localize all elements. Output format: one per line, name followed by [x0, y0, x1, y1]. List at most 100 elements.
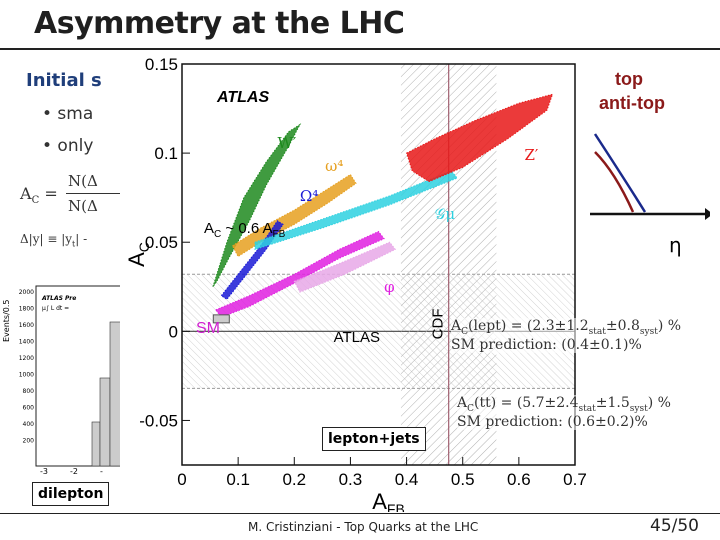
inset-xtick: -: [100, 467, 103, 476]
inset-yticks: 2000 1800 1600 1400 1200 1000 800 600 400 200: [19, 289, 34, 445]
inset-ytick: 1800: [19, 306, 34, 313]
title-rule: [0, 48, 720, 50]
model-gmu-region: [254, 170, 458, 251]
tt-tail: ) %: [647, 395, 671, 411]
inset-legend-line: μ∫ L dt =: [42, 305, 69, 312]
tt-prefix: A: [457, 395, 468, 411]
y-tick-label: -0.05: [139, 411, 178, 430]
ac-sub: C: [31, 195, 40, 207]
ac-formula: AC =: [20, 184, 58, 206]
y-tick-label: 0.05: [145, 233, 178, 252]
inset-ytick: 1200: [19, 355, 34, 362]
delta-def-tail: | -: [75, 232, 88, 246]
bullet-1: • sma: [42, 104, 94, 124]
inset-ytick: 200: [23, 438, 35, 445]
inset-ytick: 1400: [19, 339, 34, 346]
lept-prefix: A: [451, 318, 462, 334]
tt-mid: (tt) = (5.7±2.4: [474, 395, 579, 411]
frac-denominator: N(Δ: [68, 197, 98, 215]
cdf-label: CDF: [430, 309, 447, 340]
page-number: 45/50: [650, 516, 699, 536]
ac-vs-afb-plot: 0 0.1 0.2 0.3 0.4 0.5 0.6 0.7-0.0500.050.10.15 …: [120, 52, 590, 512]
delta-def-sub: t: [72, 239, 76, 249]
antitop-label: anti-top: [599, 93, 665, 113]
x-tick-label: 0.5: [451, 470, 475, 489]
footer-text: M. Cristinziani - Top Quarks at the LHC: [248, 520, 479, 534]
model-label-phi: φ: [384, 278, 395, 296]
eta-label: η: [669, 233, 682, 257]
x-tick-label: 0.1: [226, 470, 250, 489]
lept-sub: C: [461, 326, 469, 337]
lept-syst: syst: [639, 326, 658, 337]
inset-ytick: 1600: [19, 322, 34, 329]
inset-ytick: 2000: [19, 289, 34, 296]
lept-sm-prediction: SM prediction: (0.4±0.1)%: [451, 337, 642, 353]
tt-result: AC(tt) = (5.7±2.4stat±1.5syst) %: [457, 395, 671, 414]
inset-bar: [99, 377, 111, 467]
top-curve: [594, 151, 635, 213]
atlas-label: ATLAS: [334, 329, 380, 346]
model-z--region: [405, 93, 554, 183]
y-tick-label: 0.1: [154, 144, 178, 163]
x-tick-label: 0.3: [339, 470, 363, 489]
inset-ytick: 1000: [19, 372, 34, 379]
plot-frame: [181, 63, 576, 466]
tt-stat: stat: [578, 403, 596, 414]
dilepton-label: dilepton: [32, 482, 110, 506]
x-tick-label: 0.2: [282, 470, 306, 489]
inset-bar: [91, 421, 101, 467]
fraction-bar: [66, 193, 126, 194]
x-tick-label: 0.7: [563, 470, 587, 489]
y-tick-label: 0.15: [145, 55, 178, 74]
lept-mid2: ±0.8: [605, 318, 640, 334]
model-phi-region: [214, 230, 385, 318]
top-label: top: [615, 69, 643, 89]
sm-point: [212, 314, 230, 324]
y-tick-label: 0: [169, 322, 178, 341]
model-label-omega4: ω⁴: [325, 157, 343, 175]
lept-stat: stat: [588, 326, 606, 337]
inset-ytick: 600: [23, 405, 35, 412]
inset-ytick: 400: [23, 421, 35, 428]
tt-syst: syst: [629, 403, 648, 414]
inset-ytick: 800: [23, 388, 35, 395]
x-axis-title: AFB: [372, 489, 405, 512]
lept-mid: (lept) = (2.3±1.2: [468, 318, 589, 334]
model-label-w-: W′: [277, 134, 296, 152]
axes-layer: 0 0.1 0.2 0.3 0.4 0.5 0.6 0.7 -0.05 0 0.05 0.1 0.15: [139, 55, 587, 489]
lept-result: AC(lept) = (2.3±1.2stat±0.8syst) %: [451, 318, 682, 337]
delta-definition: Δ|y| ≡ |yt| -: [20, 232, 87, 248]
atlas-brand: ATLAS: [216, 89, 269, 106]
ac-relation-annotation: AC ~ 0.6 AFB: [204, 220, 286, 240]
y-axis-title: AC: [124, 242, 152, 267]
lept-tail: ) %: [657, 318, 682, 334]
sm-label: SM: [196, 320, 220, 337]
model-label-gmu: 𝒢μ: [435, 205, 456, 223]
ac-symbol: A: [20, 184, 32, 203]
inset-ylabel: Events/0.5: [2, 299, 11, 342]
x-tick-label: 0.4: [395, 470, 419, 489]
section-heading: Initial s: [26, 70, 102, 91]
footer-rule: [0, 513, 720, 514]
x-tick-label: 0: [177, 470, 186, 489]
tt-mid2: ±1.5: [595, 395, 630, 411]
x-tick-label: 0.6: [507, 470, 531, 489]
antitop-curve: [593, 133, 647, 213]
delta-def-text: Δ|y| ≡ |y: [20, 232, 73, 246]
bullet-2: • only: [42, 136, 94, 156]
slide-title: Asymmetry at the LHC: [34, 6, 405, 41]
model-omega4-region: [231, 173, 357, 258]
ac-equals: =: [44, 184, 58, 203]
lepton-jets-label: lepton+jets: [322, 427, 426, 451]
tt-sub: C: [467, 403, 475, 414]
model-label-z-: Z′: [524, 146, 538, 164]
model-label-omega4: Ω⁴: [300, 187, 318, 205]
top-antitop-diagram: top anti-top η: [590, 69, 710, 257]
inset-legend-title: ATLAS Pre: [41, 295, 76, 302]
eta-arrow-icon: [705, 208, 710, 220]
tt-sm-prediction: SM prediction: (0.6±0.2)%: [457, 414, 648, 430]
inset-xtick: -2: [70, 467, 78, 476]
model-phi-tail-region: [293, 241, 397, 293]
inset-xtick: -3: [40, 467, 48, 476]
